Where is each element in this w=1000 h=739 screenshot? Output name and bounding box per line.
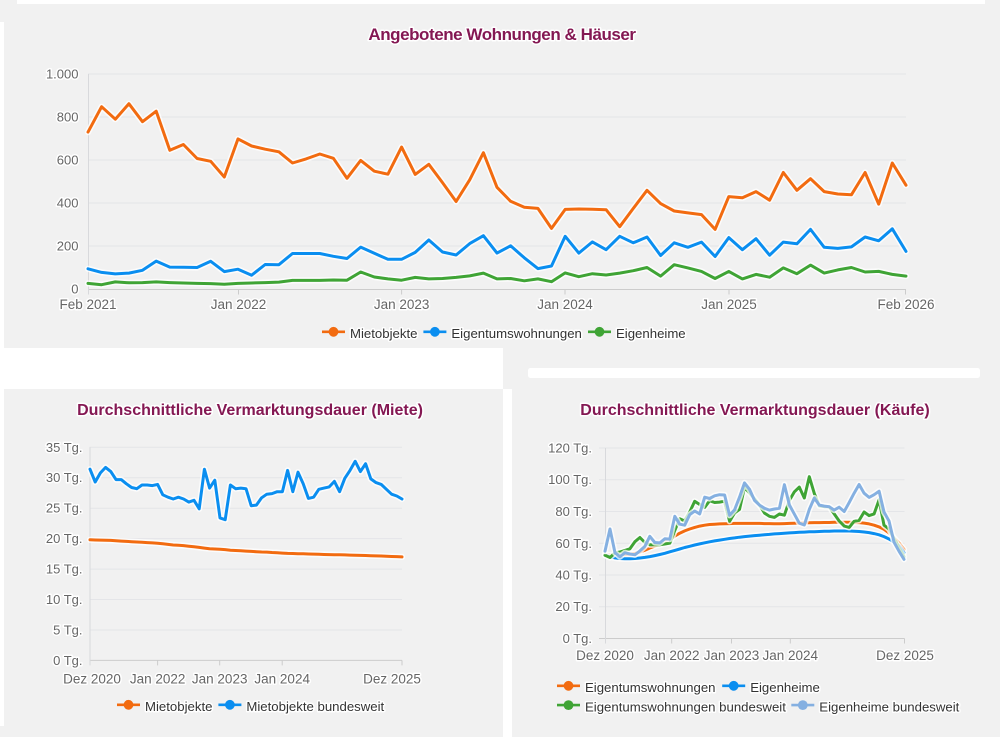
svg-text:0 Tg.: 0 Tg. xyxy=(563,631,592,646)
svg-text:Jan 2022: Jan 2022 xyxy=(644,648,700,663)
svg-text:Dez 2020: Dez 2020 xyxy=(576,648,634,663)
svg-text:40 Tg.: 40 Tg. xyxy=(555,568,592,583)
svg-text:Jan 2023: Jan 2023 xyxy=(374,297,430,312)
svg-text:0: 0 xyxy=(71,282,78,297)
svg-text:400: 400 xyxy=(57,196,79,211)
svg-text:Eigentumswohnungen bundesweit: Eigentumswohnungen bundesweit xyxy=(585,699,786,714)
svg-text:0 Tg.: 0 Tg. xyxy=(53,653,82,668)
svg-text:20 Tg.: 20 Tg. xyxy=(555,599,592,614)
svg-text:100 Tg.: 100 Tg. xyxy=(548,472,592,487)
svg-text:Jan 2024: Jan 2024 xyxy=(537,297,593,312)
svg-text:Jan 2023: Jan 2023 xyxy=(192,672,248,687)
svg-text:10 Tg.: 10 Tg. xyxy=(46,592,83,607)
svg-text:20 Tg.: 20 Tg. xyxy=(46,531,83,546)
svg-text:Dez 2020: Dez 2020 xyxy=(63,672,121,687)
svg-text:Eigenheime: Eigenheime xyxy=(616,326,686,341)
svg-text:30 Tg.: 30 Tg. xyxy=(46,470,83,485)
svg-text:Jan 2022: Jan 2022 xyxy=(211,297,267,312)
svg-text:35 Tg.: 35 Tg. xyxy=(46,440,83,455)
svg-text:Angebotene Wohnungen & Häuser: Angebotene Wohnungen & Häuser xyxy=(368,25,636,44)
svg-text:60 Tg.: 60 Tg. xyxy=(555,536,592,551)
svg-text:Dez 2025: Dez 2025 xyxy=(876,648,934,663)
svg-text:Eigenheime bundesweit: Eigenheime bundesweit xyxy=(819,699,959,714)
svg-text:Jan 2024: Jan 2024 xyxy=(763,648,819,663)
svg-text:Feb 2021: Feb 2021 xyxy=(59,297,116,312)
svg-text:Eigentumswohnungen: Eigentumswohnungen xyxy=(585,680,716,695)
svg-text:Mietobjekte bundesweit: Mietobjekte bundesweit xyxy=(246,699,384,714)
svg-text:Jan 2022: Jan 2022 xyxy=(130,672,186,687)
svg-text:Jan 2025: Jan 2025 xyxy=(701,297,757,312)
svg-text:800: 800 xyxy=(57,110,79,125)
svg-text:Eigenheime: Eigenheime xyxy=(750,680,820,695)
svg-text:1.000: 1.000 xyxy=(46,67,79,82)
svg-text:Mietobjekte: Mietobjekte xyxy=(145,699,212,714)
svg-text:Eigentumswohnungen: Eigentumswohnungen xyxy=(451,326,582,341)
svg-text:25 Tg.: 25 Tg. xyxy=(46,501,83,516)
svg-text:Durchschnittliche Vermarktungs: Durchschnittliche Vermarktungsdauer (Mie… xyxy=(77,402,423,419)
svg-text:200: 200 xyxy=(57,239,79,254)
svg-text:Dez 2025: Dez 2025 xyxy=(363,672,421,687)
svg-text:Mietobjekte: Mietobjekte xyxy=(350,326,417,341)
svg-text:Jan 2024: Jan 2024 xyxy=(254,672,310,687)
svg-text:15 Tg.: 15 Tg. xyxy=(46,562,83,577)
svg-text:120 Tg.: 120 Tg. xyxy=(548,441,592,456)
svg-text:5 Tg.: 5 Tg. xyxy=(53,623,82,638)
svg-text:80 Tg.: 80 Tg. xyxy=(555,504,592,519)
svg-text:600: 600 xyxy=(57,153,79,168)
svg-text:Durchschnittliche Vermarktungs: Durchschnittliche Vermarktungsdauer (Käu… xyxy=(580,402,929,419)
svg-text:Feb 2026: Feb 2026 xyxy=(877,297,934,312)
svg-text:Jan 2023: Jan 2023 xyxy=(704,648,760,663)
